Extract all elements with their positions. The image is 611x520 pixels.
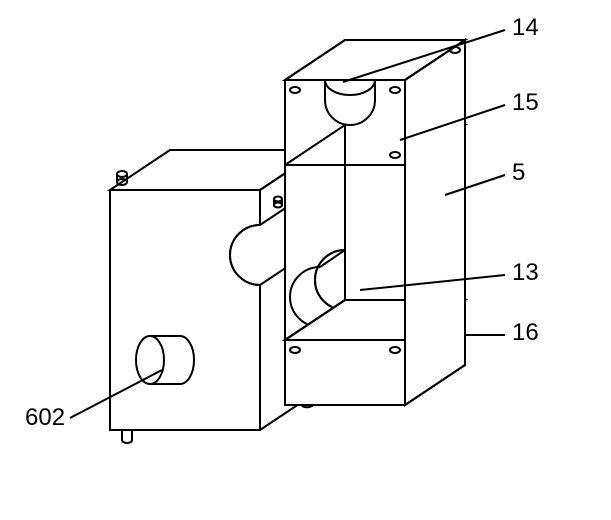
technical-diagram: 14 15 5 13 16 602 <box>0 0 611 520</box>
label-15: 15 <box>512 89 539 116</box>
right-block <box>285 40 465 405</box>
label-16: 16 <box>512 319 539 346</box>
label-14: 14 <box>512 14 539 41</box>
label-5: 5 <box>512 159 525 186</box>
label-602: 602 <box>25 404 65 431</box>
label-13: 13 <box>512 259 539 286</box>
